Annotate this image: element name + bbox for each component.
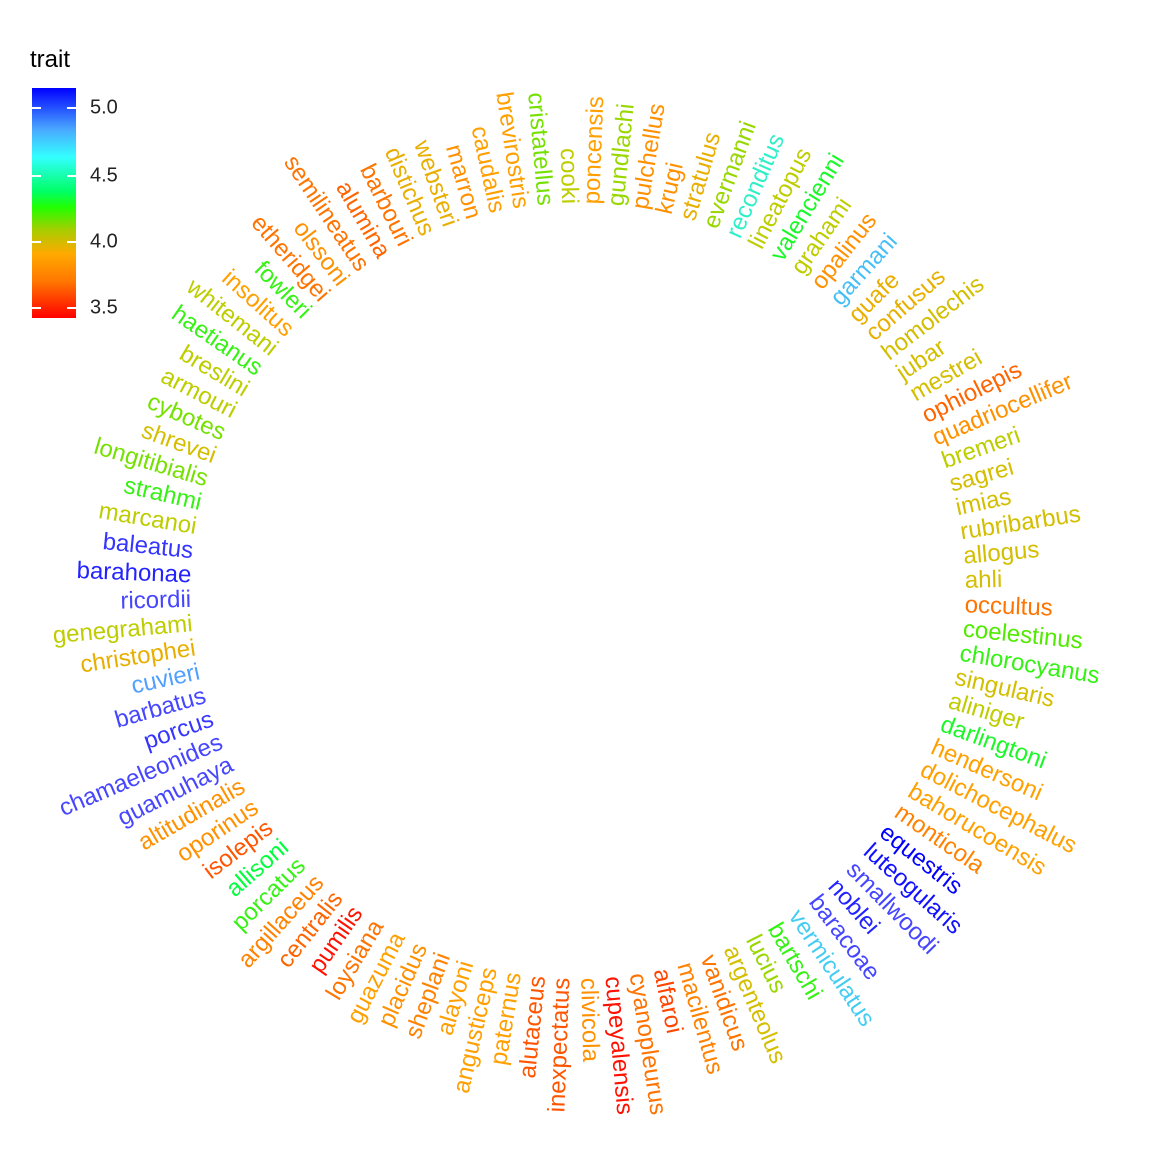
species-label: cooki <box>555 148 583 205</box>
legend-tick-label: 3.5 <box>90 296 118 319</box>
species-label: inexpectatus <box>543 977 575 1113</box>
legend-tick-label: 4.5 <box>90 164 118 187</box>
species-label: ricordii <box>120 586 191 615</box>
species-label: barahonae <box>76 557 192 588</box>
species-label: ahli <box>965 566 1003 594</box>
legend-title: trait <box>30 46 71 73</box>
species-label: occultus <box>964 591 1053 621</box>
legend-tick-label: 5.0 <box>90 96 118 119</box>
species-labels: occultuscoelestinuschlorocyanussingulari… <box>52 90 1102 1116</box>
species-label: allogus <box>962 536 1040 570</box>
species-label: poncensis <box>578 96 609 205</box>
legend-colorbar <box>32 88 76 318</box>
legend-tick-label: 4.0 <box>90 230 118 253</box>
color-legend: trait 5.0 4.5 4.0 3.5 <box>30 44 180 334</box>
species-label: clivicola <box>575 978 604 1063</box>
